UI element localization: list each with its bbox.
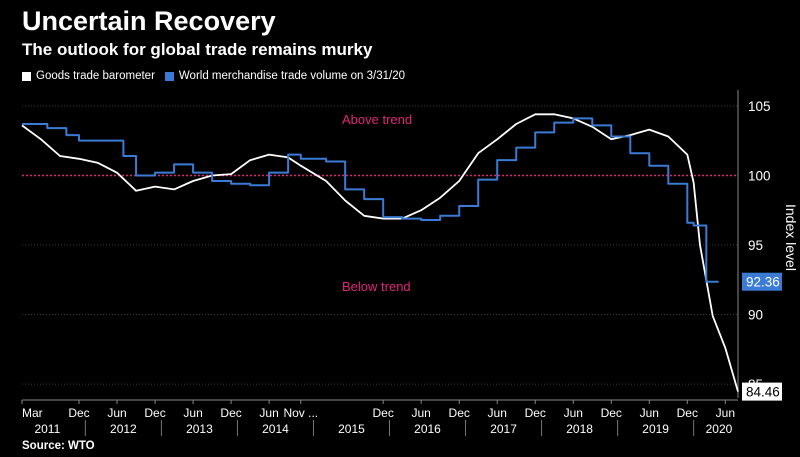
annotation-above-trend: Above trend xyxy=(342,112,412,127)
x-year-label: 2017 xyxy=(490,422,517,436)
x-year-label: 2013 xyxy=(186,422,213,436)
x-tick-label: Jun xyxy=(107,406,126,420)
x-tick-label: Jun xyxy=(640,406,659,420)
y-tick-label: 90 xyxy=(748,308,763,323)
x-tick-label: Dec xyxy=(601,406,622,420)
chart-title: Uncertain Recovery xyxy=(22,6,276,36)
x-tick-label: Jun xyxy=(259,406,278,420)
x-tick-label: Mar xyxy=(22,406,43,420)
x-year-label: 2015 xyxy=(338,422,365,436)
x-tick-label: Jun xyxy=(564,406,583,420)
series-line-volume xyxy=(22,117,719,283)
y-tick-label: 105 xyxy=(748,99,771,114)
x-year-label: 2018 xyxy=(566,422,593,436)
legend-swatch-barometer xyxy=(22,71,31,81)
end-label-barometer: 84.46 xyxy=(746,385,780,400)
x-tick-label: Dec xyxy=(677,406,698,420)
y-tick-label: 100 xyxy=(748,168,771,183)
x-year-label: 2014 xyxy=(262,422,289,436)
x-tick-label: Dec xyxy=(449,406,470,420)
x-year-label: 2020 xyxy=(706,422,733,436)
x-tick-label: Jun xyxy=(412,406,431,420)
x-tick-label: Dec xyxy=(144,406,165,420)
legend: Goods trade barometer World merchandise … xyxy=(22,70,415,82)
x-tick-label: Jun xyxy=(716,406,735,420)
end-label-box-barometer xyxy=(742,382,782,401)
x-year-label: 2011 xyxy=(34,422,60,436)
legend-item-volume: World merchandise trade volume on 3/31/2… xyxy=(164,70,405,82)
legend-label-barometer: Goods trade barometer xyxy=(36,70,155,82)
y-tick-label: 95 xyxy=(748,238,763,253)
annotation-below-trend: Below trend xyxy=(342,279,411,294)
x-tick-label: Dec xyxy=(372,406,393,420)
end-label-volume: 92.36 xyxy=(746,275,780,290)
x-tick-label: Nov ... xyxy=(283,406,318,420)
x-tick-label: Jun xyxy=(183,406,202,420)
legend-label-volume: World merchandise trade volume on 3/31/2… xyxy=(178,70,405,82)
x-tick-label: Dec xyxy=(525,406,546,420)
x-year-label: 2012 xyxy=(110,422,137,436)
legend-item-barometer: Goods trade barometer xyxy=(22,70,155,82)
x-tick-label: Dec xyxy=(220,406,241,420)
x-tick-label: Dec xyxy=(68,406,89,420)
legend-swatch-volume xyxy=(164,71,174,81)
chart-subtitle: The outlook for global trade remains mur… xyxy=(22,40,373,59)
source-note: Source: WTO xyxy=(22,440,95,452)
x-year-label: 2019 xyxy=(642,422,669,436)
x-year-label: 2016 xyxy=(414,422,441,436)
end-label-box-volume xyxy=(742,272,782,291)
y-axis-title: Index level xyxy=(783,204,799,271)
x-tick-label: Jun xyxy=(488,406,507,420)
